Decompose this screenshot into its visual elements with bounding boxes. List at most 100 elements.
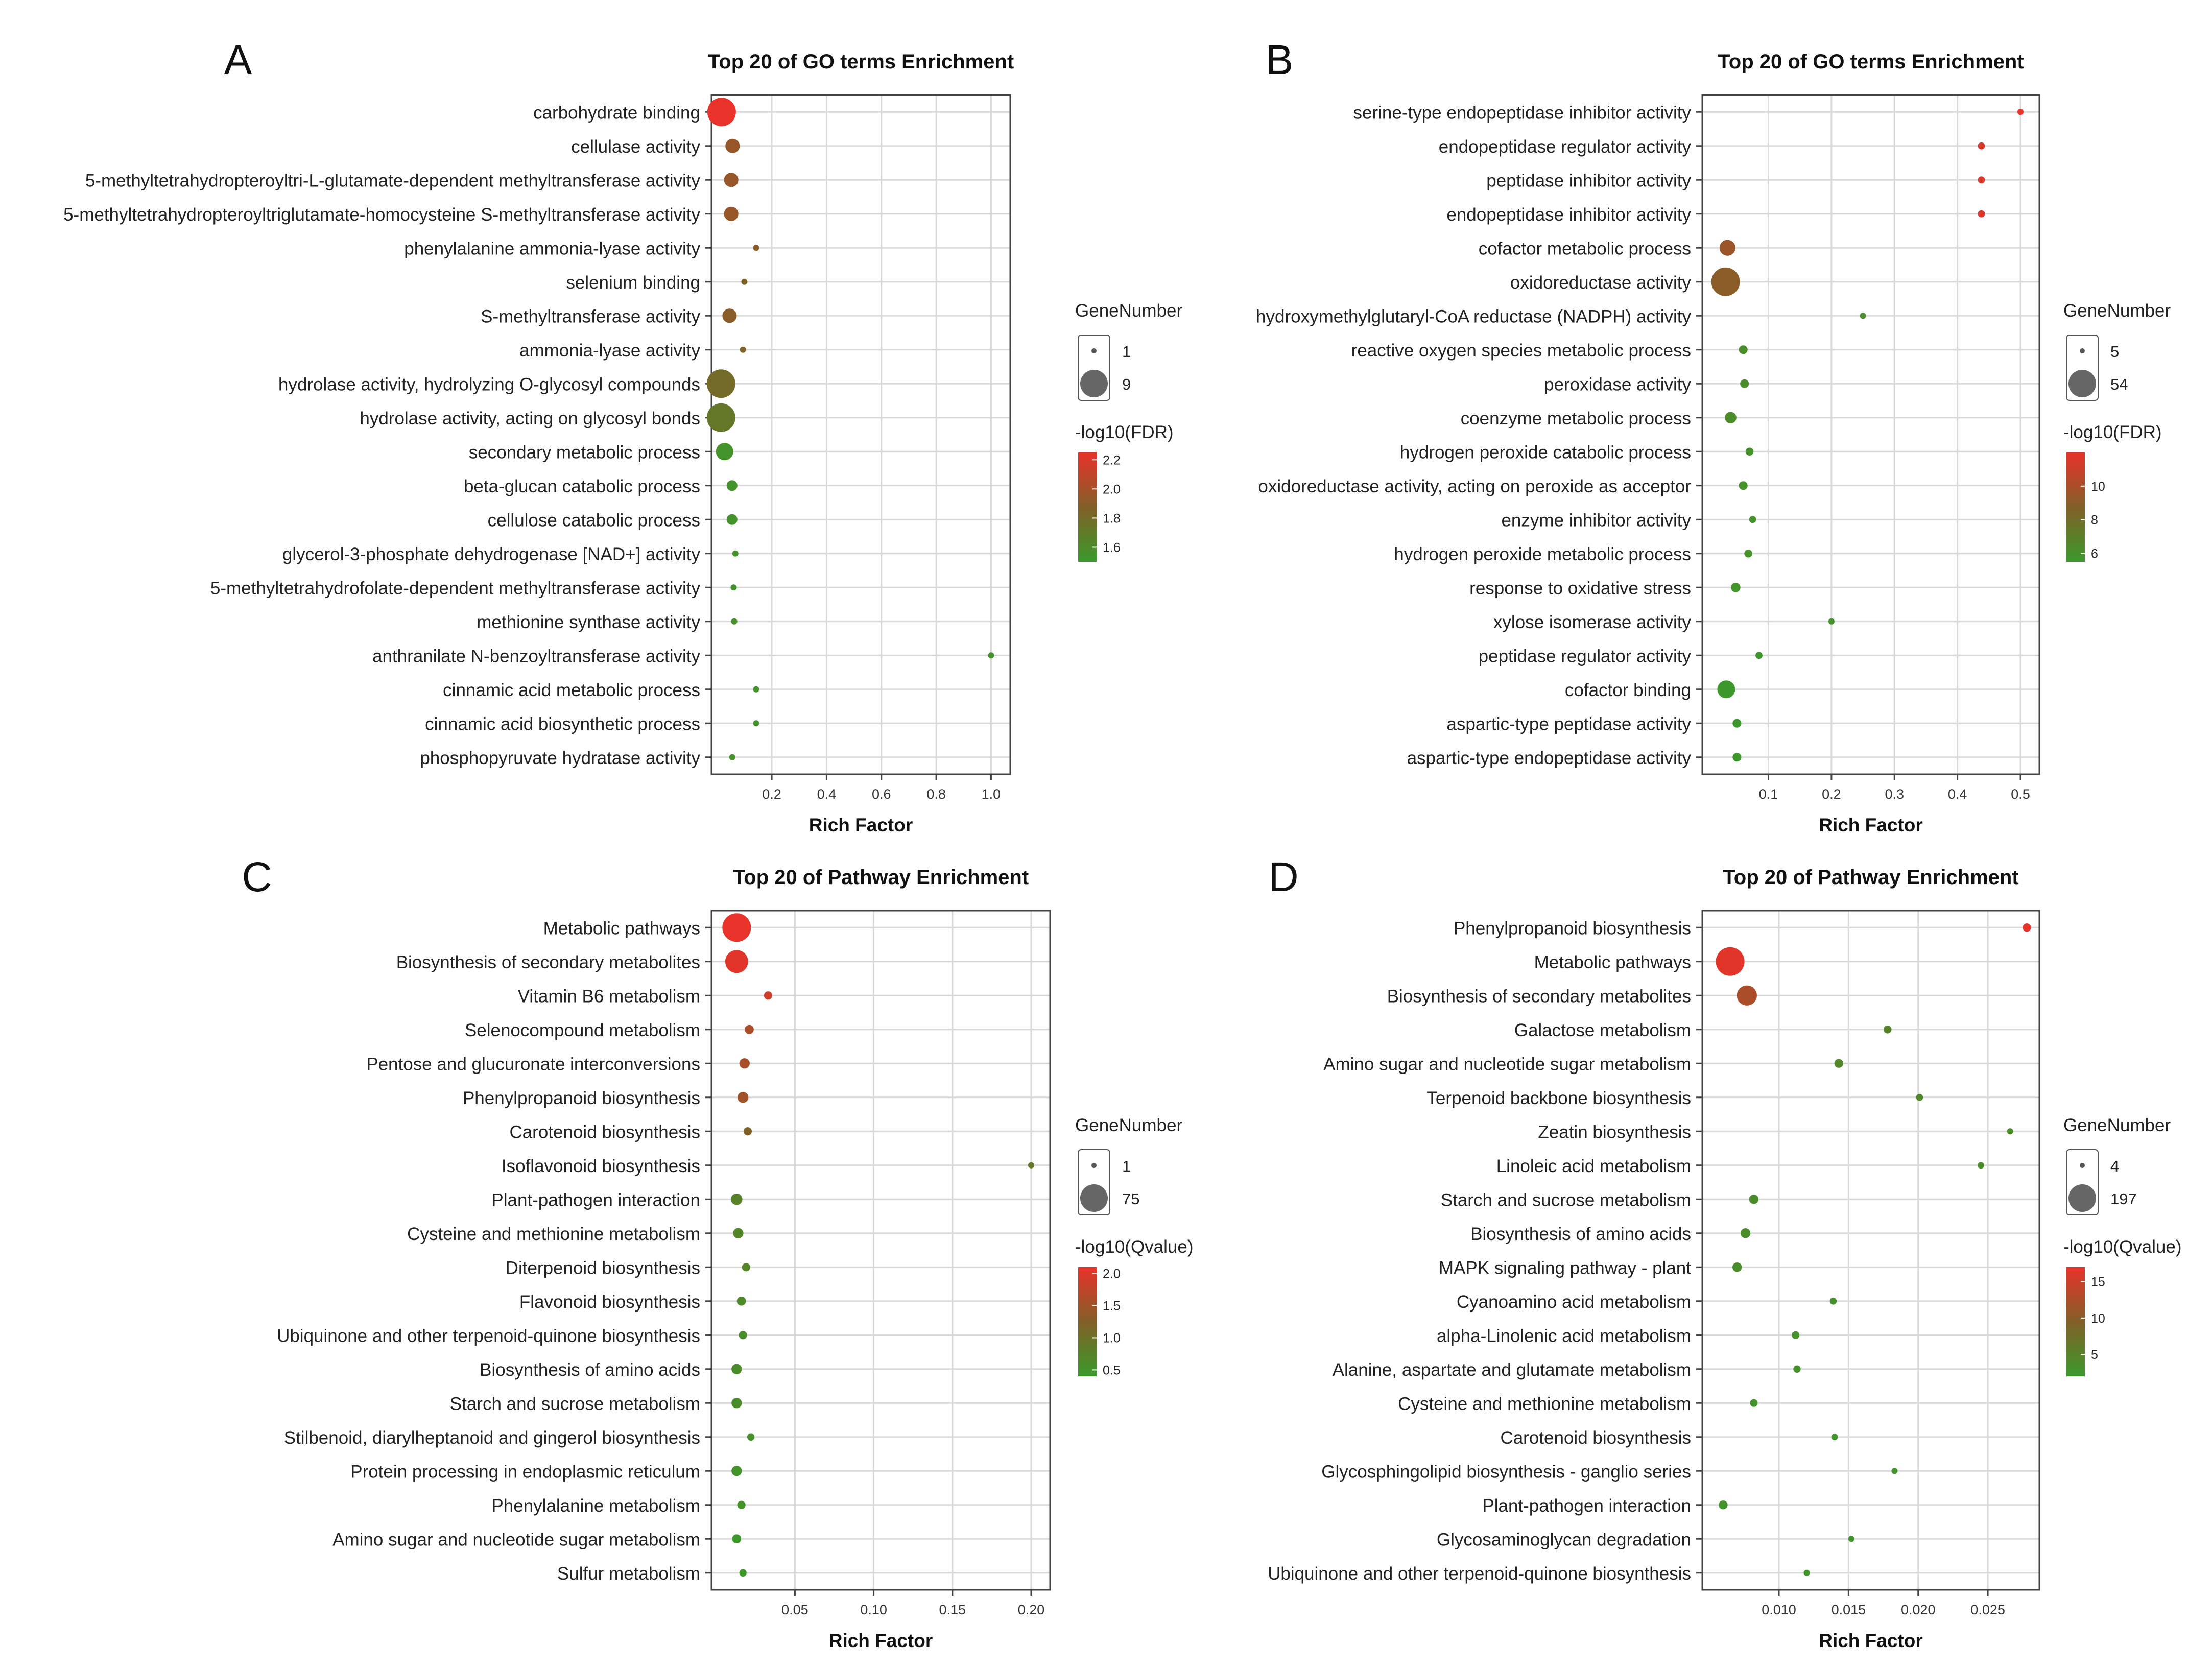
size-legend-large-dot bbox=[2068, 370, 2096, 397]
color-bar bbox=[1078, 1267, 1097, 1376]
x-tick-label: 0.010 bbox=[1762, 1602, 1796, 1617]
data-point bbox=[2007, 1128, 2013, 1135]
size-legend-small-dot bbox=[2080, 348, 2085, 353]
size-legend-min-label: 5 bbox=[2110, 343, 2119, 361]
color-bar-tick-label: 5 bbox=[2091, 1348, 2098, 1362]
size-legend-title: GeneNumber bbox=[2063, 1115, 2171, 1135]
x-tick-label: 0.025 bbox=[1970, 1602, 2005, 1617]
data-point bbox=[730, 584, 737, 591]
data-point bbox=[1719, 1500, 1728, 1510]
data-point bbox=[706, 403, 735, 432]
y-tick-label: phenylalanine ammonia-lyase activity bbox=[404, 239, 700, 258]
chart-title: Top 20 of GO terms Enrichment bbox=[708, 51, 1014, 73]
color-bar bbox=[2066, 452, 2085, 562]
data-point bbox=[737, 1092, 749, 1103]
color-bar-tick-label: 6 bbox=[2091, 547, 2098, 561]
y-tick-label: Alanine, aspartate and glutamate metabol… bbox=[1333, 1360, 1691, 1380]
x-tick-label: 0.020 bbox=[1901, 1602, 1936, 1617]
color-bar-tick-label: 1.8 bbox=[1103, 511, 1121, 526]
plot-frame bbox=[1701, 94, 2040, 775]
data-point bbox=[716, 443, 733, 461]
size-legend-max-label: 54 bbox=[2110, 375, 2128, 393]
data-point bbox=[1749, 516, 1756, 523]
size-legend-large-dot bbox=[1080, 370, 1108, 397]
data-point bbox=[732, 1534, 742, 1544]
size-legend-title: GeneNumber bbox=[1075, 1115, 1182, 1135]
color-bar-tick-label: 1.5 bbox=[1103, 1299, 1121, 1314]
y-tick-label: peroxidase activity bbox=[1544, 374, 1691, 394]
plot-frame bbox=[710, 910, 1051, 1591]
data-point bbox=[739, 1058, 750, 1069]
data-point bbox=[722, 308, 737, 323]
y-tick-label: hydroxymethylglutaryl-CoA reductase (NAD… bbox=[1256, 306, 1691, 326]
plot-area bbox=[711, 911, 1050, 1590]
y-tick-label: Vitamin B6 metabolism bbox=[518, 986, 700, 1006]
y-tick-label: phosphopyruvate hydratase activity bbox=[420, 748, 700, 768]
data-point bbox=[1755, 652, 1763, 659]
data-point bbox=[745, 1024, 754, 1034]
y-tick-label: Stilbenoid, diarylheptanoid and gingerol… bbox=[284, 1428, 700, 1448]
size-legend-max-label: 197 bbox=[2110, 1190, 2137, 1208]
y-tick-label: Glycosaminoglycan degradation bbox=[1437, 1530, 1691, 1549]
y-tick-label: Ubiquinone and other terpenoid-quinone b… bbox=[1268, 1564, 1691, 1584]
data-point bbox=[1829, 1297, 1837, 1305]
panel-letter: C bbox=[242, 854, 272, 900]
y-tick-label: enzyme inhibitor activity bbox=[1501, 510, 1691, 530]
data-point bbox=[1740, 1228, 1751, 1238]
data-point bbox=[731, 618, 738, 625]
panel-c: C Top 20 of Pathway Enrichment Metabolic p… bbox=[242, 854, 1193, 1651]
y-tick-label: MAPK signaling pathway - plant bbox=[1439, 1258, 1691, 1278]
data-point bbox=[1725, 412, 1737, 424]
data-point bbox=[726, 514, 738, 525]
y-tick-label: hydrogen peroxide catabolic process bbox=[1400, 442, 1691, 462]
y-tick-label: Terpenoid backbone biosynthesis bbox=[1426, 1088, 1691, 1108]
y-tick-label: Glycosphingolipid biosynthesis - ganglio… bbox=[1321, 1462, 1691, 1482]
data-point bbox=[731, 1364, 742, 1374]
y-tick-label: 5-methyltetrahydropteroyltri-L-glutamate… bbox=[85, 171, 701, 190]
size-legend-small-dot bbox=[1091, 348, 1097, 353]
x-tick-label: 0.2 bbox=[762, 786, 781, 802]
y-tick-label: endopeptidase regulator activity bbox=[1439, 137, 1692, 157]
y-tick-label: reactive oxygen species metabolic proces… bbox=[1351, 341, 1691, 361]
plot-area bbox=[1702, 911, 2039, 1590]
y-tick-label: hydrogen peroxide metabolic process bbox=[1394, 544, 1691, 564]
y-tick-label: beta-glucan catabolic process bbox=[464, 476, 700, 496]
data-point bbox=[1732, 753, 1742, 762]
x-tick-label: 0.05 bbox=[781, 1602, 808, 1617]
data-point bbox=[725, 138, 740, 153]
data-point bbox=[747, 1433, 755, 1441]
data-point bbox=[731, 1398, 742, 1409]
panel-letter: B bbox=[1266, 37, 1294, 83]
data-point bbox=[1711, 267, 1740, 296]
data-point bbox=[1792, 1331, 1800, 1339]
color-bar-tick-label: 2.0 bbox=[1103, 482, 1121, 496]
data-point bbox=[1883, 1025, 1892, 1034]
x-tick-label: 0.6 bbox=[872, 786, 891, 802]
y-tick-label: cofactor binding bbox=[1565, 680, 1691, 700]
data-point bbox=[1978, 176, 1985, 184]
y-tick-label: cinnamic acid metabolic process bbox=[443, 680, 700, 700]
data-point bbox=[1740, 379, 1749, 388]
data-point bbox=[1860, 313, 1866, 319]
x-tick-label: 0.10 bbox=[860, 1602, 887, 1617]
data-point bbox=[1028, 1162, 1034, 1169]
y-tick-label: oxidoreductase activity, acting on perox… bbox=[1258, 476, 1691, 496]
data-point bbox=[741, 278, 748, 285]
x-tick-label: 0.4 bbox=[1948, 786, 1967, 802]
data-point bbox=[736, 1296, 746, 1306]
y-tick-label: peptidase inhibitor activity bbox=[1486, 171, 1691, 190]
y-tick-label: Carotenoid biosynthesis bbox=[1500, 1428, 1691, 1448]
data-point bbox=[1978, 142, 1985, 150]
data-point bbox=[1717, 680, 1735, 699]
y-tick-label: response to oxidative stress bbox=[1469, 578, 1691, 598]
color-bar-tick-label: 0.5 bbox=[1103, 1363, 1121, 1377]
x-tick-label: 0.3 bbox=[1885, 786, 1904, 802]
y-tick-label: aspartic-type peptidase activity bbox=[1446, 714, 1691, 734]
y-tick-label: xylose isomerase activity bbox=[1493, 612, 1692, 632]
color-bar bbox=[2066, 1267, 2085, 1376]
size-legend-title: GeneNumber bbox=[1075, 301, 1182, 321]
y-tick-label: selenium binding bbox=[566, 273, 700, 293]
color-bar-tick-label: 1.0 bbox=[1103, 1331, 1121, 1345]
plot-area bbox=[711, 95, 1010, 774]
y-tick-label: Diterpenoid biosynthesis bbox=[506, 1258, 700, 1278]
